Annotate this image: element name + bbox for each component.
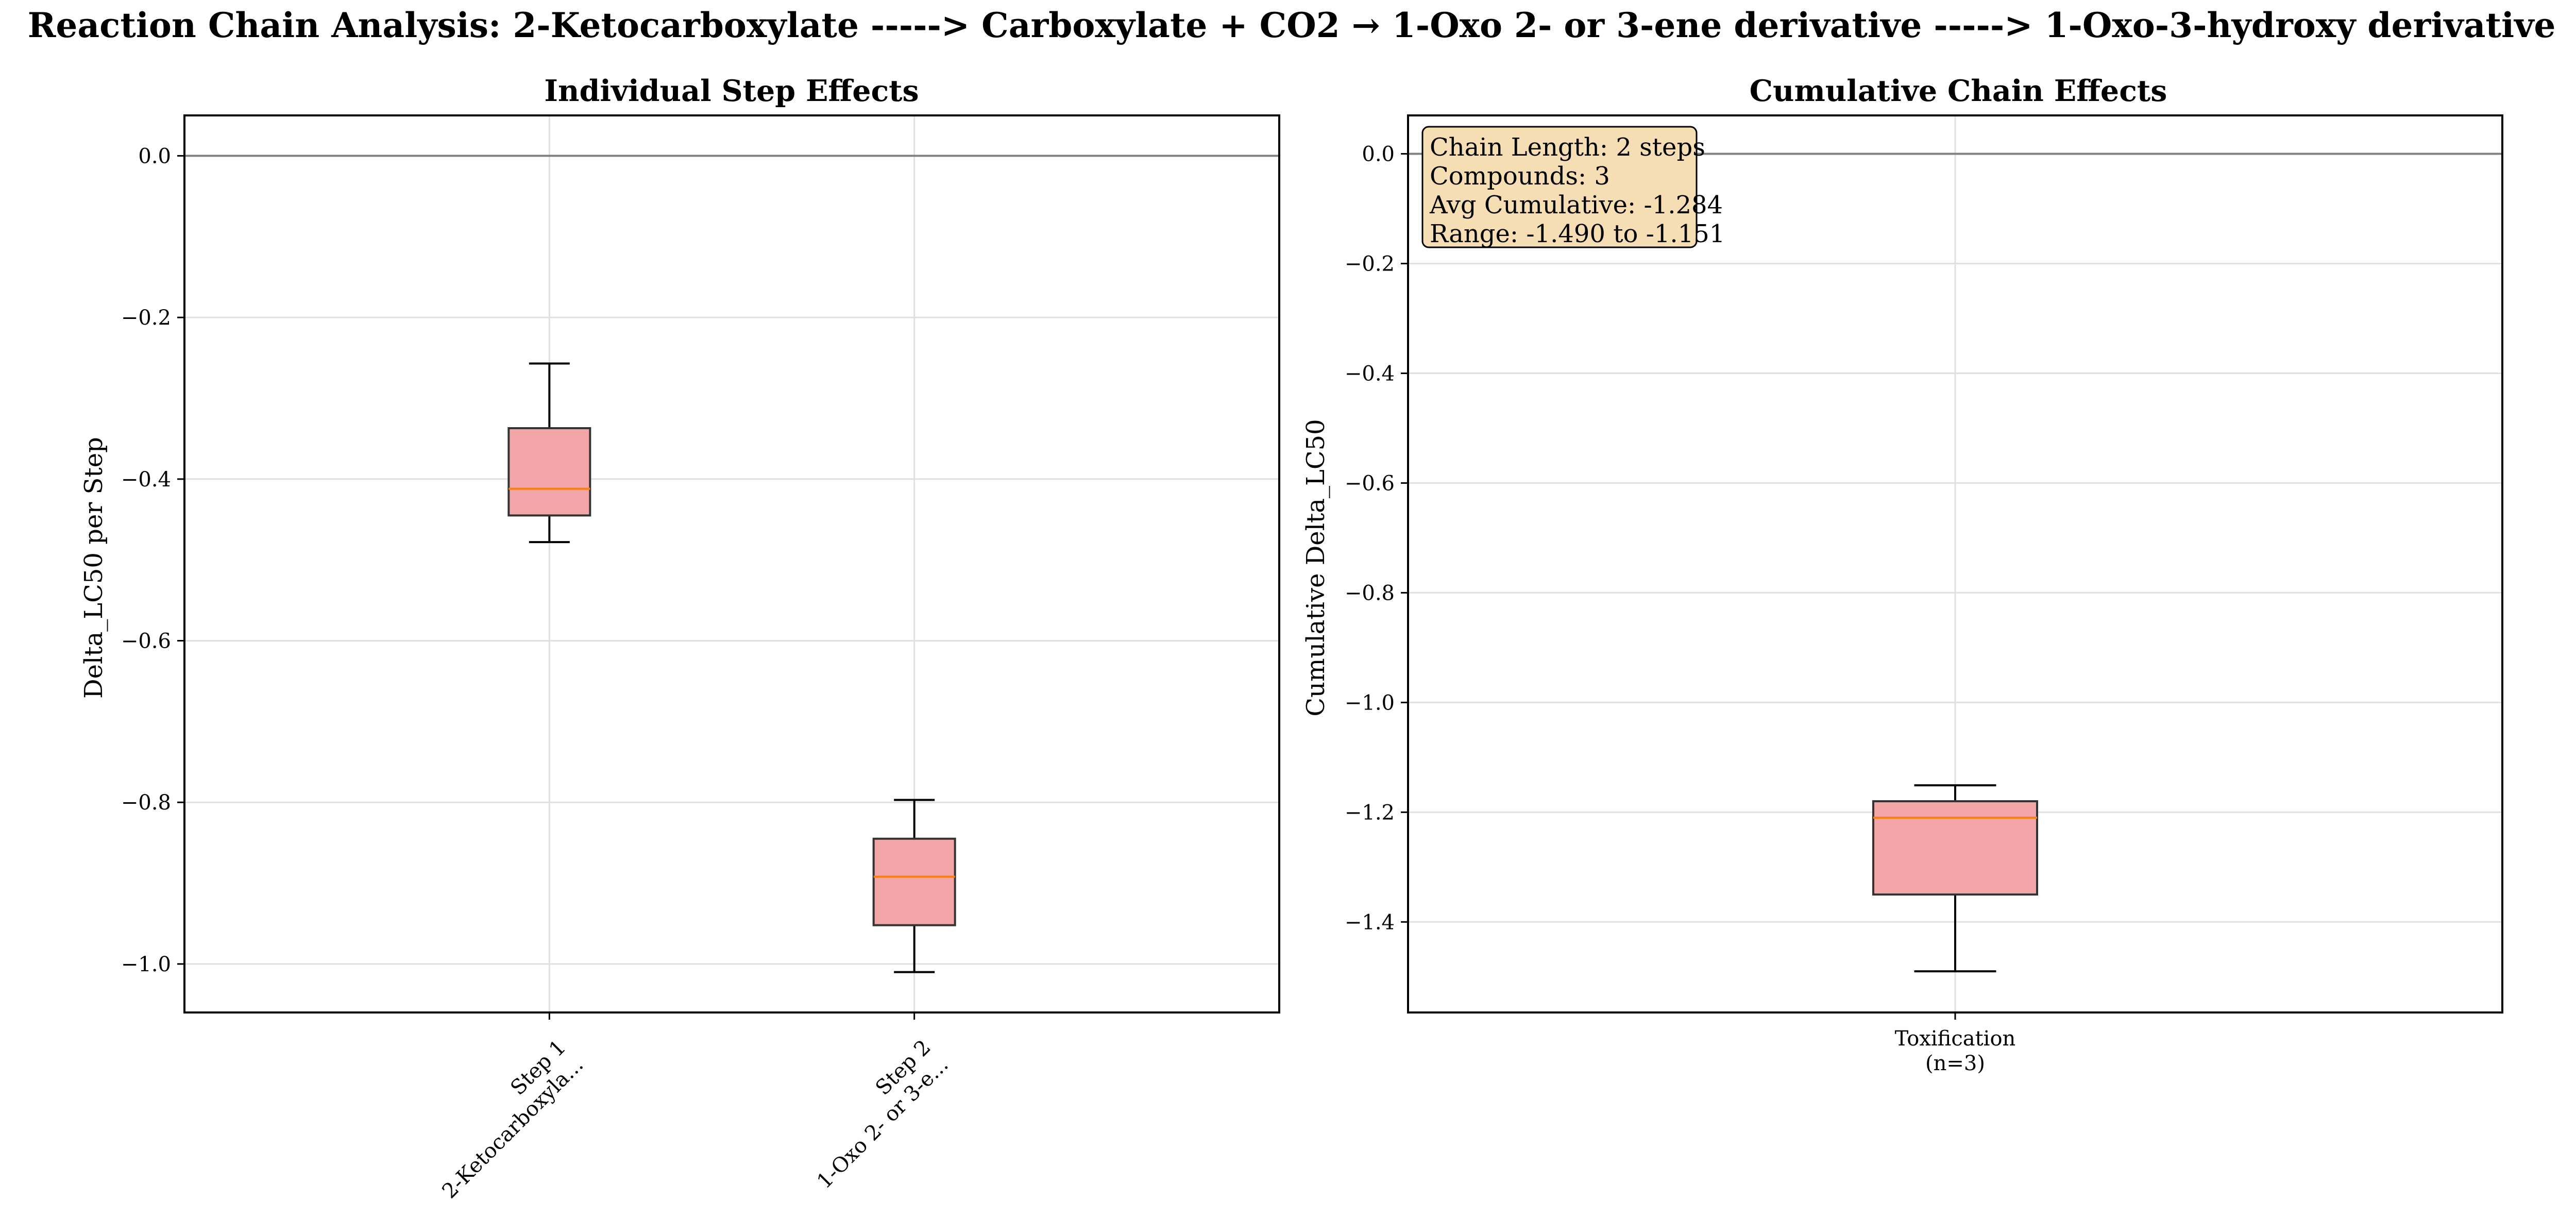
y-tick-label: −0.6 [121,630,171,653]
box-iqr [507,427,591,517]
box-2 [872,799,956,973]
plot-area: 0.0 −0.2 −0.4 −0.6 −0.8 −1.0 Step 12-Ketocarbo… [121,114,1280,1204]
figure-suptitle: Reaction Chain Analysis: 2-Ketocarboxyla… [28,5,2556,45]
x-tick-label-line2: 2-Ketocarboxyla... [438,1053,588,1203]
stats-annotation-line: Range: -1.490 to -1.151 [1430,219,1725,248]
y-tick-label: −0.8 [1345,581,1395,605]
stats-annotation-line: Avg Cumulative: -1.284 [1429,191,1723,219]
y-axis-label: Cumulative Delta_LC50 [1301,419,1330,716]
y-tick-label: 0.0 [1362,143,1395,166]
y-tick-label: −1.4 [1345,910,1395,934]
y-axis-label: Delta_LC50 per Step [79,437,108,699]
y-tick-label: −1.2 [1345,801,1395,824]
y-tick-label: −0.2 [121,306,171,330]
box-iqr [1872,800,2038,896]
chart-individual-step-effects: Individual Step Effects Delta_LC50 per S… [79,74,1280,1204]
plot-area: 0.0 −0.2 −0.4 −0.6 −0.8 −1.0 −1.2 −1.4 Toxificat… [1345,114,2503,1075]
x-tick-label-line1: Toxification [1895,1027,2016,1051]
chart-cumulative-chain-effects: Cumulative Chain Effects Cumulative Delt… [1301,74,2503,1075]
y-tick-label: −0.4 [1345,362,1395,385]
stats-annotation-box [1421,126,1698,248]
y-tick-label: −1.0 [1345,691,1395,715]
plot-frame [183,114,1280,1014]
chart-title: Cumulative Chain Effects [1750,74,2167,108]
stats-annotation-line: Chain Length: 2 steps [1430,133,1705,162]
x-tick-label: Step 12-Ketocarboxyla... [420,1036,588,1204]
box-1 [1872,784,2038,973]
y-tick-label: −0.6 [1345,471,1395,495]
y-tick-label: −0.8 [121,791,171,815]
box-1 [507,362,591,544]
y-tick-label: −1.0 [121,953,171,976]
y-tick-label: −0.2 [1345,252,1395,276]
y-tick-label: 0.0 [138,144,171,168]
stats-annotation-line: Compounds: 3 [1430,162,1610,191]
x-tick-label-line2: (n=3) [1925,1052,1985,1075]
box-iqr [872,837,956,926]
x-tick-label: Step 21-Oxo 2- or 3-e... [795,1036,953,1194]
chart-title: Individual Step Effects [544,74,919,108]
y-tick-label: −0.4 [121,468,171,492]
